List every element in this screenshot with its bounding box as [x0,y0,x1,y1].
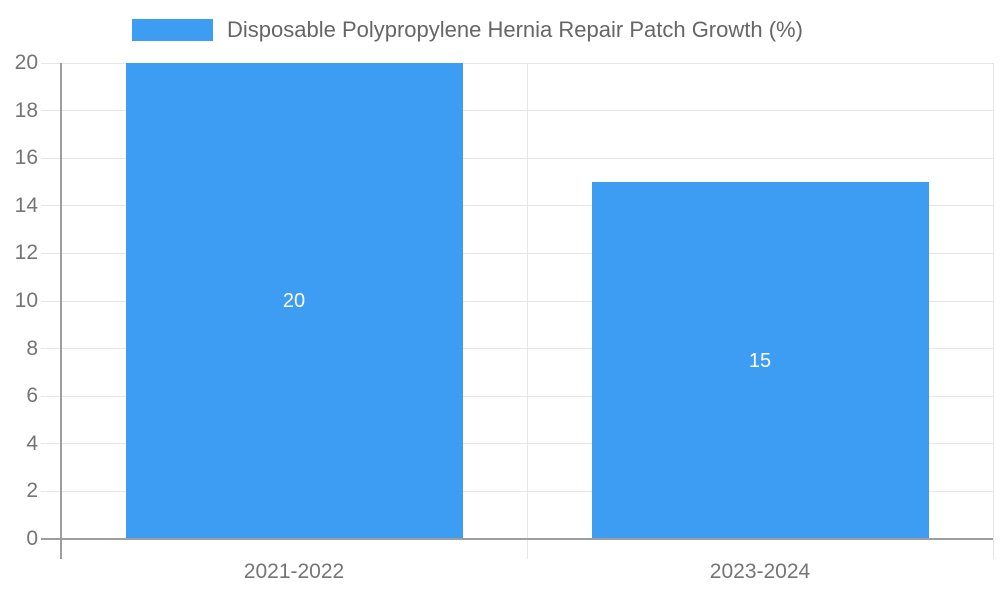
legend-label: Disposable Polypropylene Hernia Repair P… [227,17,803,42]
y-tick-label: 14 [14,193,38,217]
x-grid-line [526,63,528,559]
y-grid-line [41,490,993,492]
y-tick-label: 12 [14,241,38,265]
y-grid-line [41,110,993,112]
y-grid-line [41,538,993,540]
bar-value-label: 20 [282,290,306,312]
bar [591,182,929,538]
y-tick-label: 10 [14,289,38,312]
y-tick-label: 2 [26,479,38,503]
y-grid-line [41,300,993,302]
y-tick-label: 4 [26,431,38,455]
x-tick-label: 2023-2024 [709,560,811,583]
bar-value-label: 15 [748,349,772,372]
y-grid-line [41,205,993,207]
y-grid-line [41,348,993,350]
legend[interactable]: Disposable Polypropylene Hernia Repair P… [132,17,803,43]
bar [125,63,463,538]
y-axis-line [60,63,62,559]
y-grid-line [41,157,993,159]
y-tick-label: 8 [26,336,38,360]
y-tick-label: 18 [14,98,38,122]
y-tick-label: 20 [14,51,38,74]
y-grid-line [41,395,993,397]
y-tick-label: 6 [26,384,38,408]
y-grid-line [41,62,993,64]
x-grid-line [992,63,994,559]
legend-swatch [132,19,213,41]
y-grid-line [41,443,993,445]
y-tick-label: 16 [14,146,38,170]
y-tick-label: 0 [26,527,38,550]
x-tick-label: 2021-2022 [243,560,345,583]
y-grid-line [41,252,993,254]
